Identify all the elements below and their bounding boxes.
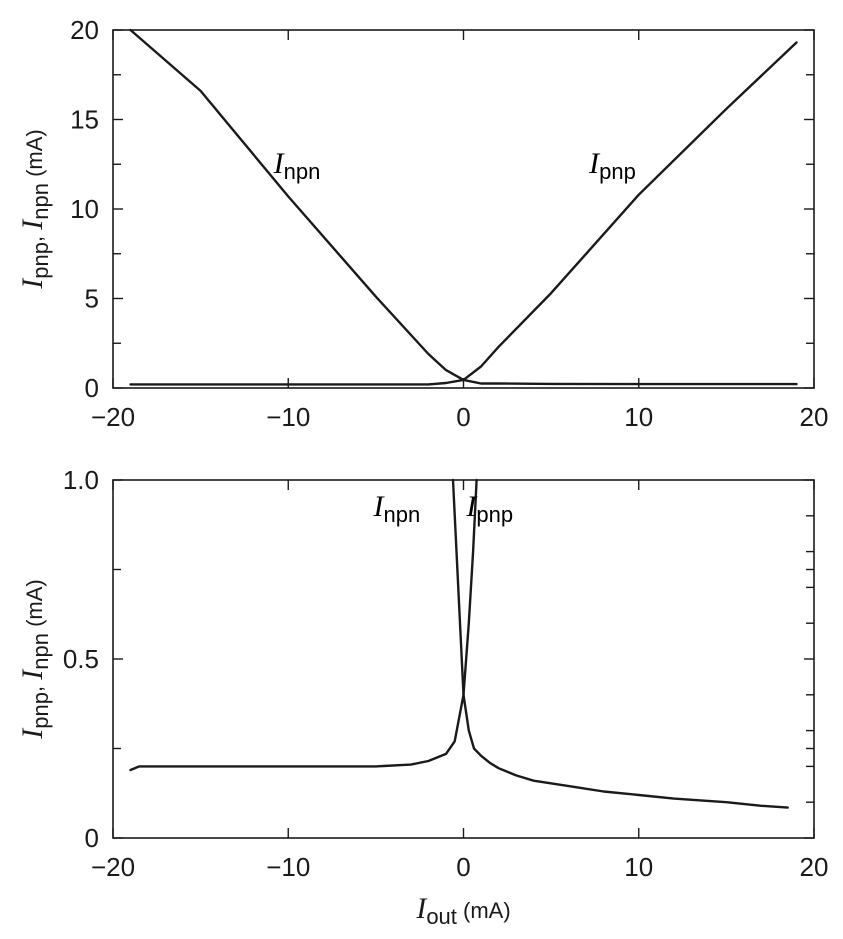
bottom-series-npn bbox=[129, 693, 789, 809]
top-x-tick-label: −20 bbox=[91, 402, 135, 432]
bottom-y-axis-label-part: I bbox=[16, 668, 49, 681]
top-y-axis-label-part: I bbox=[16, 277, 49, 290]
top-y-axis-label: Ipnp, Inpn (mA) bbox=[16, 129, 53, 289]
top-y-axis-label-part: I bbox=[16, 218, 49, 231]
bottom-x-tick-label: 0 bbox=[456, 852, 470, 882]
top-y-tick-label: 10 bbox=[70, 194, 99, 224]
bottom-x-tick-label: −20 bbox=[91, 852, 135, 882]
bottom-x-tick-label: 20 bbox=[800, 852, 829, 882]
top-y-tick-label: 15 bbox=[70, 105, 99, 135]
top-annotation-npn-part: I bbox=[273, 147, 286, 180]
top-annotation-pnp-part: I bbox=[588, 147, 601, 180]
top-plot-frame bbox=[112, 29, 815, 389]
top-y-axis-label-part: pnp bbox=[28, 242, 53, 279]
top-y-tick-label: 0 bbox=[85, 373, 99, 403]
bottom-y-axis-label-part: I bbox=[16, 727, 49, 740]
bottom-series-npn-rise bbox=[451, 478, 465, 696]
bottom-annotation-npn-part: I bbox=[373, 490, 386, 523]
top-y-tick-label: 5 bbox=[85, 284, 99, 314]
bottom-x-tick-label: −10 bbox=[266, 852, 310, 882]
top-annotation-pnp-part: pnp bbox=[599, 159, 636, 184]
bottom-y-axis-label: Ipnp, Inpn (mA) bbox=[16, 579, 53, 739]
bottom-x-axis-label-part: (mA) bbox=[457, 898, 511, 923]
bottom-y-tick-label: 0 bbox=[85, 823, 99, 853]
bottom-y-tick-label: 0.5 bbox=[63, 644, 99, 674]
top-series-npn bbox=[129, 28, 798, 386]
top-y-axis-label-part: (mA) bbox=[22, 129, 47, 183]
top-x-tick-label: −10 bbox=[266, 402, 310, 432]
bottom-y-axis-label-part: npn bbox=[28, 633, 53, 670]
bottom-annotation-pnp-part: I bbox=[465, 490, 478, 523]
top-y-tick-label: 20 bbox=[70, 15, 99, 45]
bottom-x-axis-label-part: out bbox=[426, 904, 457, 929]
bottom-x-axis-label: Iout (mA) bbox=[415, 892, 510, 929]
bottom-annotation-pnp: Ipnp bbox=[465, 490, 513, 527]
bottom-y-axis-label-part: , bbox=[22, 680, 47, 692]
bottom-y-axis-label-part: pnp bbox=[28, 692, 53, 729]
top-y-axis-label-part: , bbox=[22, 230, 47, 242]
top-x-tick-label: 0 bbox=[456, 402, 470, 432]
top-series-pnp bbox=[129, 41, 798, 386]
top-annotation-npn-part: npn bbox=[284, 159, 321, 184]
bottom-x-tick-label: 10 bbox=[624, 852, 653, 882]
bottom-annotation-npn-part: npn bbox=[384, 502, 421, 527]
bottom-y-tick-label: 1.0 bbox=[63, 465, 99, 495]
bottom-x-axis-label-part: I bbox=[415, 892, 428, 925]
top-x-tick-label: 10 bbox=[624, 402, 653, 432]
bottom-y-axis-label-part: (mA) bbox=[22, 579, 47, 633]
bottom-annotation-pnp-part: pnp bbox=[476, 502, 513, 527]
top-y-axis-label-part: npn bbox=[28, 183, 53, 220]
bottom-plot-frame bbox=[112, 479, 815, 839]
bottom-annotation-npn: Inpn bbox=[373, 490, 421, 527]
top-annotation-npn: Inpn bbox=[273, 147, 321, 184]
top-x-tick-label: 20 bbox=[800, 402, 829, 432]
top-annotation-pnp: Ipnp bbox=[588, 147, 636, 184]
bottom-series-pnp-rise bbox=[462, 478, 478, 696]
